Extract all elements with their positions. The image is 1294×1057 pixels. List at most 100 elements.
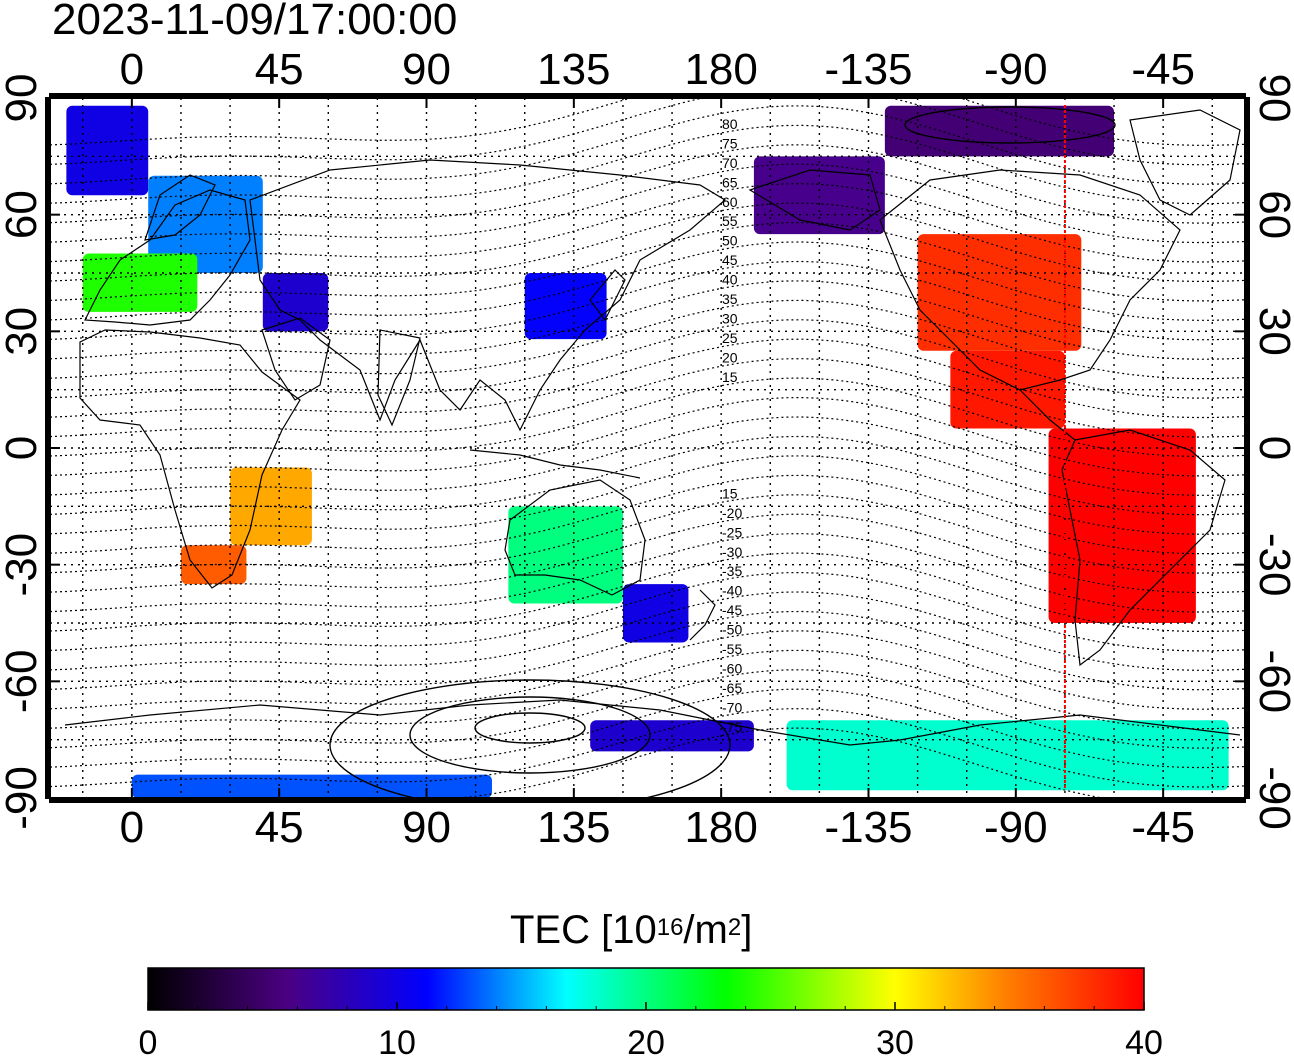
magnetic-latitude-label: -60 [722,660,742,676]
y-tick-label-left: -30 [0,533,46,597]
y-tick-label-right: 60 [1250,190,1294,239]
magnetic-latitude-label: 60 [722,194,738,210]
magnetic-latitude-contour [50,416,1245,496]
magnetic-latitude-contour [50,241,1245,321]
magnetic-latitude-contour [50,299,1245,380]
colorbar-title: TEC [1016/m2] [510,908,753,952]
south-magnetic-pole-contours [329,679,731,798]
tec-region [917,234,1082,351]
tec-layer [66,105,1229,798]
magnetic-latitude-contour [50,183,1245,263]
x-tick-label-top: -135 [824,45,912,94]
x-tick-label-bottom: 90 [402,803,451,852]
magnetic-latitude-label: 25 [722,330,738,346]
x-tick-label-top: 180 [684,45,757,94]
tec-region [131,774,492,798]
magnetic-latitude-contour [50,260,1245,341]
magnetic-latitude-contour [50,124,1245,205]
y-tick-label-right: -60 [1250,650,1294,714]
x-tick-label-bottom: 135 [537,803,610,852]
magnetic-latitude-contour [50,338,1245,419]
magnetic-latitude-label: 75 [722,135,738,151]
magnetic-latitude-label: -25 [722,524,742,540]
magnetic-latitude-contour [50,319,1245,399]
y-tick-label-left: 90 [0,74,46,123]
magnetic-latitude-contour [50,669,1245,749]
magnetic-latitude-contour [50,202,1245,282]
magnetic-latitude-contour [50,377,1245,457]
north-magnetic-pole-contours [904,106,1116,144]
magnetic-latitude-label: -20 [722,505,742,521]
x-tick-label-bottom: -135 [824,803,912,852]
tec-region [786,720,1229,791]
magnetic-latitude-label: 45 [722,252,738,268]
tec-region [148,175,263,273]
magnetic-latitude-contour [50,533,1245,613]
magnetic-latitude-contour [50,396,1245,477]
magnetic-latitude-contour [50,98,1245,166]
y-tick-label-right: 90 [1250,74,1294,123]
grid-lines [50,98,1245,798]
frame-edge [49,93,1246,99]
magnetic-latitude-label: -50 [722,622,742,638]
colorbar-ticks: 0 10 20 30 40 [139,1002,1163,1057]
y-tick-label-left: -60 [0,650,46,714]
magnetic-latitude-label: 65 [722,174,738,190]
map-title: 2023-11-09/17:00:00 [52,0,458,44]
magnetic-latitude-labels: 80 75 70 65 60 55 50 45 40 35 30 25 20 15 15 -20 -25 -30 -… [722,116,742,735]
y-tick-label-right: -90 [1250,766,1294,830]
magnetic-latitude-contour [50,435,1245,516]
magnetic-latitude-label: -75 [722,719,742,735]
x-tick-label-top: 90 [402,45,451,94]
tec-region [82,253,198,312]
y-tick-label-left: 0 [0,436,46,460]
magnetic-latitude-contour [186,727,1106,798]
magnetic-latitude-label: -45 [722,602,742,618]
x-tick-label-top: -45 [1131,45,1195,94]
magnetic-latitude-contour [50,552,1245,632]
magnetic-latitude-label: -55 [722,641,742,657]
colorbar-tick-label: 10 [378,1024,416,1057]
x-tick-label-bottom: -90 [984,803,1048,852]
magnetic-latitude-contour [50,280,1245,360]
magnetic-latitude-contour [50,98,1245,146]
y-tick-label-left: -90 [0,766,46,830]
coastlines [64,109,1241,746]
magnetic-latitude-label: -30 [722,544,742,560]
magnetic-latitude-contour [50,474,1245,555]
magnetic-latitude-contour [50,708,1245,788]
magnetic-latitude-label: 70 [722,155,738,171]
magnetic-latitude-label: 30 [722,310,738,326]
magnetic-latitude-label: -65 [722,680,742,696]
magnetic-latitude-contour [50,105,1245,185]
magnetic-latitude-label: 15 [722,485,738,501]
x-tick-label-bottom: 180 [684,803,757,852]
magnetic-latitude-contour [50,494,1245,574]
y-tick-label-left: 60 [0,190,46,239]
magnetic-latitude-contours [50,98,1245,798]
x-tick-label-bottom: -45 [1131,803,1195,852]
magnetic-latitude-contour [50,649,1245,730]
magnetic-latitude-label: -40 [722,583,742,599]
x-tick-label-top: -90 [984,45,1048,94]
tec-region [262,273,329,332]
magnetic-latitude-contour [50,513,1245,594]
x-tick-label-top: 45 [255,45,304,94]
frame-edge [49,797,1246,803]
y-tick-label-right: -30 [1250,533,1294,597]
magnetic-latitude-label: 35 [722,291,738,307]
colorbar-tick-label: 20 [627,1024,665,1057]
magnetic-latitude-contour [50,455,1245,535]
frame-edge [1244,97,1250,799]
tec-region [508,506,623,604]
magnetic-latitude-contour [50,630,1245,710]
x-tick-label-top: 135 [537,45,610,94]
frame-edge [45,97,51,799]
magnetic-latitude-label: 80 [722,116,738,132]
y-tick-label-right: 30 [1250,307,1294,356]
tec-region [66,105,149,196]
magnetic-latitude-label: -70 [722,699,742,715]
magnetic-latitude-contour [50,591,1245,671]
magnetic-latitude-label: 15 [722,369,738,385]
